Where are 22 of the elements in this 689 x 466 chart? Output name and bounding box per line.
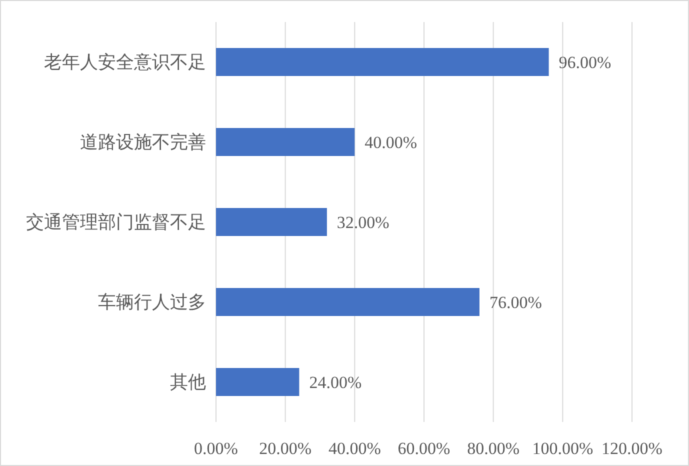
y-tick-label: 交通管理部门监督不足	[26, 212, 206, 232]
bar	[216, 48, 549, 76]
y-tick-label: 其他	[170, 372, 206, 392]
bar	[216, 128, 355, 156]
data-label: 76.00%	[489, 293, 542, 312]
x-tick-label: 80.00%	[467, 439, 520, 458]
x-tick-label: 40.00%	[328, 439, 381, 458]
x-tick-label: 0.00%	[194, 439, 238, 458]
data-label: 32.00%	[336, 213, 390, 232]
x-tick-label: 100.00%	[532, 439, 594, 458]
x-tick-label: 120.00%	[602, 439, 662, 458]
x-tick-label: 20.00%	[259, 439, 312, 458]
y-tick-label: 道路设施不完善	[80, 132, 206, 152]
bar	[216, 208, 327, 236]
y-tick-label: 车辆行人过多	[98, 292, 206, 312]
bar	[216, 368, 300, 396]
data-label: 40.00%	[364, 133, 418, 152]
x-tick-label: 60.00%	[398, 439, 450, 458]
y-tick-label: 老年人安全意识不足	[44, 52, 206, 72]
bar	[216, 288, 480, 316]
data-label: 24.00%	[309, 373, 362, 392]
data-label: 96.00%	[558, 53, 612, 72]
